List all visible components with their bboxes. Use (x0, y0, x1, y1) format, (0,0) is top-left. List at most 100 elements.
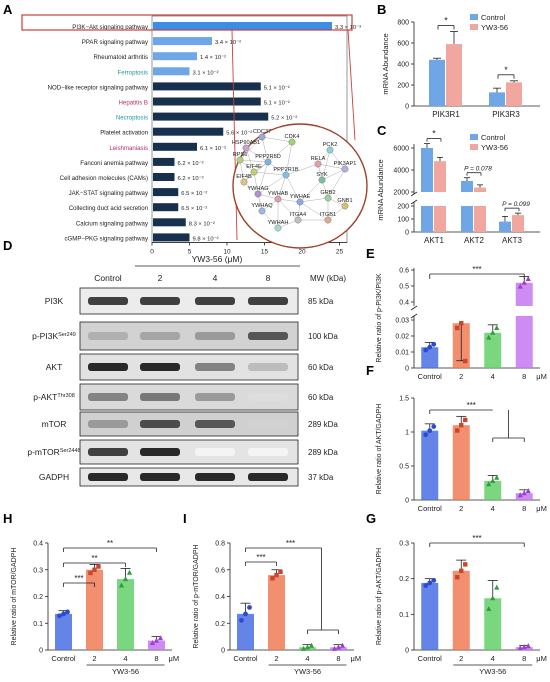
bar (506, 82, 522, 106)
network-edge (239, 159, 245, 183)
protein-label: RPS6 (233, 152, 248, 158)
bar-lower (434, 206, 446, 232)
dose-bar (515, 493, 533, 500)
y-tick-label: 600 (397, 41, 409, 48)
y-tick-label: 0.03 (395, 318, 409, 325)
blot-row-label: p-AKTThr308 (33, 392, 75, 402)
network-edge (285, 163, 319, 176)
protein-band (195, 332, 235, 340)
protein-node (264, 158, 272, 166)
protein-node (258, 133, 266, 141)
y-tick-label: 0.5 (399, 464, 409, 471)
molecular-weight-label: 60 kDa (308, 393, 334, 402)
data-point (494, 474, 500, 480)
protein-node (341, 202, 349, 210)
p-value-label: 6.1 × 10⁻² (200, 146, 226, 152)
protein-node (314, 160, 322, 168)
blot-row-label: PI3K (45, 296, 64, 306)
data-point (304, 644, 311, 650)
bar (429, 59, 445, 106)
protein-label: HSP90AB1 (232, 140, 260, 146)
data-point (122, 576, 129, 582)
protein-band (248, 297, 288, 305)
group-label-dose: 2 (459, 504, 463, 513)
panel-letter-g: G (366, 511, 376, 526)
pathway-label: Calcium signaling pathway (76, 220, 149, 227)
pathway-bar (153, 37, 212, 46)
data-point (521, 279, 527, 285)
p-value-label: 6.2 × 10⁻² (178, 161, 204, 167)
protein-label: YWHAQ (251, 203, 273, 209)
significance-mark: P = 0.099 (502, 201, 530, 208)
network-edge (253, 171, 287, 176)
protein-node (240, 178, 248, 186)
protein-node (326, 146, 334, 154)
blot-row-label: p-mTORSer2448 (27, 447, 80, 457)
data-point (335, 644, 342, 650)
data-point (517, 283, 523, 289)
y-tick-label: 2000 (393, 190, 409, 197)
y-tick-label: 0.6 (399, 268, 409, 275)
axis-break (410, 199, 418, 205)
y-tick-label: 0 (405, 498, 409, 505)
data-point (239, 617, 244, 623)
panel-letter-a: A (3, 2, 13, 17)
lane-label: 4 (213, 273, 218, 283)
y-tick-label: 0.02 (395, 334, 409, 341)
bar-lower (421, 206, 433, 232)
data-point (494, 584, 500, 590)
y-axis-label: Relative ratio of mTOR/GADPH (11, 548, 18, 646)
data-point (517, 492, 523, 498)
group-label-dose: 2 (92, 654, 96, 663)
panel-letter-d: D (3, 238, 12, 253)
network-edge (299, 201, 329, 221)
protein-band (88, 420, 128, 428)
network-edge (277, 174, 287, 200)
data-point (88, 570, 93, 576)
unit-label: μM (536, 504, 547, 513)
data-point (270, 576, 275, 581)
bar (499, 221, 511, 232)
pathway-bar (153, 218, 186, 227)
protein-node (274, 195, 282, 203)
panel-letter-b: B (377, 2, 386, 17)
y-tick-label: 6000 (393, 146, 409, 153)
network-edge (261, 210, 279, 229)
y-tick-label: 0 (405, 104, 409, 111)
significance-mark: * (504, 65, 508, 75)
dose-bar (484, 598, 502, 650)
y-tick-label: 0 (39, 648, 43, 655)
molecular-weight-label: 60 kDa (308, 363, 334, 372)
panel-d-western-blot: YW3-56 (μM) Control 2 4 8 MW (kDa) PI3K 85 kDa p… (27, 254, 346, 487)
y-tick-label: 0.2 (399, 576, 409, 583)
protein-label: YWHAB (268, 191, 289, 197)
pathway-label: cGMP−PKG signaling pathway (65, 235, 149, 242)
data-point (57, 613, 62, 619)
data-point (149, 640, 156, 646)
pathway-label: Collecting duct acid secretion (69, 205, 148, 212)
data-point (126, 569, 133, 575)
legend-label-yw3-56: YW3-56 (481, 143, 508, 152)
p-value-label: 6.5 × 10⁻² (181, 206, 207, 212)
network-edge (277, 198, 299, 221)
pathway-label: Fanconi anemia pathway (80, 160, 149, 167)
protein-band (195, 393, 235, 401)
data-point (65, 609, 70, 615)
group-label-dose: 8 (154, 654, 158, 663)
protein-node (341, 165, 349, 173)
molecular-weight-label: 289 kDa (308, 420, 338, 429)
bar-upper (434, 161, 446, 192)
pathway-bar (153, 67, 190, 76)
dose-header: YW3-56 (μM) (192, 254, 243, 264)
protein-band (140, 297, 180, 305)
pathway-bar (153, 142, 197, 151)
protein-label: EIF4B (236, 174, 252, 180)
p-value-label: 3.3 × 10⁻³ (335, 25, 361, 31)
group-label-dose: 2 (459, 372, 463, 381)
data-point (427, 344, 433, 350)
panel-a-kegg-bar-chart: PI3K−Akt signaling pathway 3.3 × 10⁻³ PPAR… (21, 14, 368, 256)
p-value-label: 5.1 × 10⁻² (264, 101, 290, 107)
group-label-control: Control (418, 504, 443, 513)
significance-mark: * (444, 15, 448, 25)
protein-band (140, 332, 180, 340)
